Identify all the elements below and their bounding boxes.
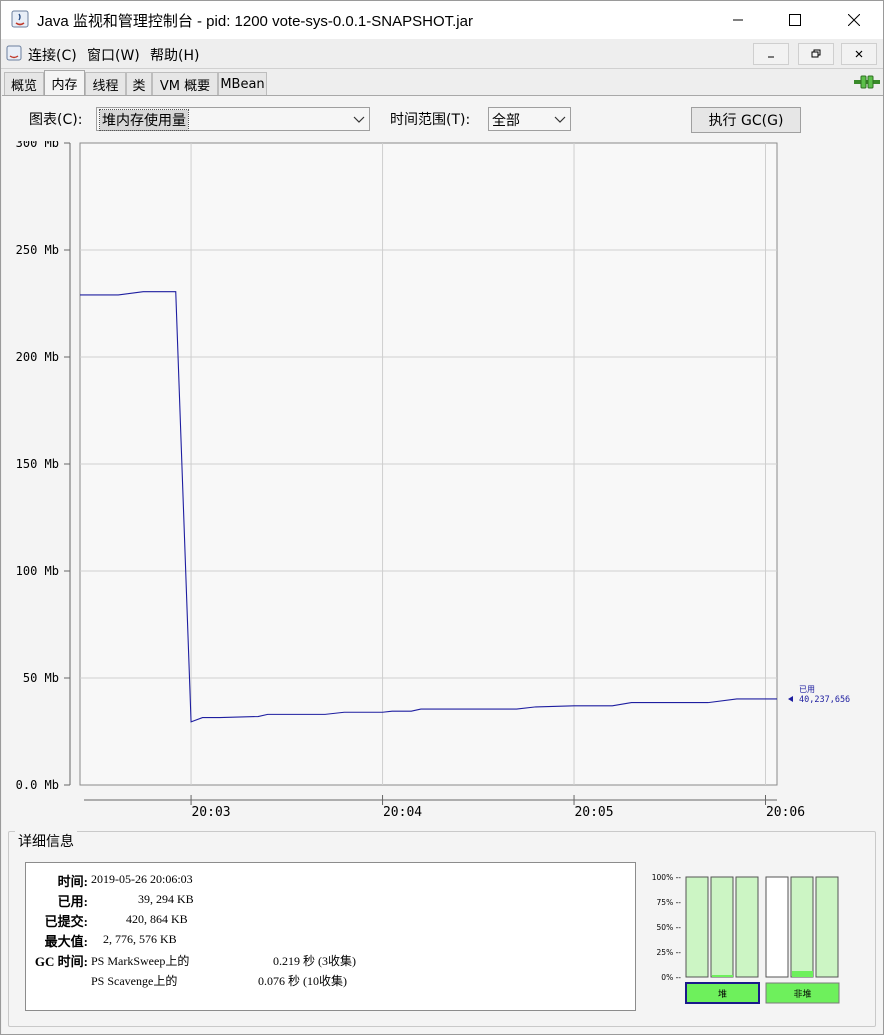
menu-connect[interactable]: 连接(C) — [28, 48, 77, 64]
pool-scale-label: 50% -- — [657, 923, 682, 932]
x-tick-label: 20:06 — [766, 805, 805, 820]
detail-gc-time-label: GC 时间: — [34, 954, 88, 969]
detail-gc-marksweep-name: PS MarkSweep上的 — [91, 954, 190, 968]
y-tick-label: 100 Mb — [16, 564, 59, 578]
perform-gc-button[interactable]: 执行 GC(G) — [691, 107, 801, 133]
detail-max-label: 最大值: — [44, 934, 88, 949]
menu-help[interactable]: 帮助(H) — [150, 48, 200, 64]
detail-gc-marksweep-value: 0.219 秒 (3收集) — [273, 954, 356, 968]
time-range-value: 全部 — [492, 113, 520, 129]
chart-selector-combobox[interactable]: 堆内存使用量 — [96, 107, 370, 131]
series-line-used — [80, 291, 777, 723]
tab-memory[interactable]: 内存 — [44, 70, 85, 95]
y-tick-label: 250 Mb — [16, 243, 59, 257]
minimize-icon — [768, 56, 774, 58]
series-end-value: 40,237,656 — [799, 695, 850, 705]
x-tick-label: 20:05 — [574, 805, 613, 820]
inner-minimize-button[interactable] — [753, 43, 789, 65]
tab-threads[interactable]: 线程 — [85, 72, 126, 95]
connection-status-icon — [854, 75, 880, 89]
tab-mbean[interactable]: MBean — [218, 72, 267, 95]
pool-bar — [685, 876, 709, 978]
minimize-button[interactable] — [715, 1, 761, 39]
tab-vm-summary[interactable]: VM 概要 — [152, 72, 218, 95]
x-tick-label: 20:03 — [191, 805, 230, 820]
title-bar: Java 监视和管理控制台 - pid: 1200 vote-sys-0.0.1… — [1, 1, 883, 39]
pool-scale-label: 100% -- — [652, 873, 682, 882]
pool-scale-label: 25% -- — [657, 948, 682, 957]
pool-scale-label: 0% -- — [661, 973, 681, 982]
y-tick-label: 300 Mb — [16, 141, 59, 150]
java-menu-icon[interactable] — [6, 45, 22, 61]
menu-bar: 连接(C) 窗口(W) 帮助(H) — [1, 39, 883, 69]
pool-group-label: 堆 — [718, 989, 727, 1000]
detail-used-value: 39, 294 KB — [138, 892, 194, 906]
pool-group-label: 非堆 — [793, 988, 811, 1000]
restore-icon — [811, 49, 821, 58]
java-app-icon — [11, 10, 29, 28]
pool-bar-used-fill — [712, 975, 733, 977]
minimize-icon — [733, 19, 743, 21]
pool-bar-used-fill — [792, 971, 813, 977]
pool-bar — [790, 876, 814, 978]
pool-bar — [815, 876, 839, 978]
y-tick-label: 50 Mb — [23, 671, 59, 685]
series-end-marker — [788, 695, 793, 702]
x-tick-label: 20:04 — [383, 805, 422, 820]
inner-restore-button[interactable] — [798, 43, 834, 65]
detail-gc-scavenge-value: 0.076 秒 (10收集) — [258, 974, 347, 988]
chevron-down-icon — [353, 116, 365, 123]
detail-gc-scavenge-name: PS Scavenge上的 — [91, 974, 178, 988]
maximize-button[interactable] — [772, 1, 818, 39]
pool-bar — [735, 876, 759, 978]
detail-committed-label: 已提交: — [44, 914, 88, 929]
tab-overview[interactable]: 概览 — [4, 72, 44, 95]
detail-used-label: 已用: — [57, 894, 88, 909]
tab-bar: 概览 内存 线程 类 VM 概要 MBean — [1, 70, 883, 95]
memory-pool-bars: 100% -- 75% -- 50% -- 25% -- 0% -- 堆 非堆 — [652, 873, 840, 1004]
chevron-down-icon — [554, 116, 566, 123]
inner-close-button[interactable] — [841, 43, 877, 65]
details-box: 时间: 2019-05-26 20:06:03 已用: 39, 294 KB 已… — [25, 862, 636, 1011]
menu-window[interactable]: 窗口(W) — [87, 48, 140, 64]
details-title: 详细信息 — [15, 831, 77, 851]
heap-usage-chart: 0.0 Mb 50 Mb 100 Mb 150 Mb 200 Mb 250 Mb 300 M… — [16, 141, 851, 820]
details-frame — [8, 831, 876, 1027]
chart-selector-label: 图表(C): — [29, 112, 83, 128]
close-button[interactable] — [831, 1, 877, 39]
detail-committed-value: 420, 864 KB — [126, 912, 188, 926]
chart-selector-value: 堆内存使用量 — [99, 109, 189, 131]
close-icon — [848, 14, 860, 26]
tab-classes[interactable]: 类 — [126, 72, 152, 95]
pool-group-button — [765, 982, 840, 1004]
series-end-name: 已用 — [799, 685, 815, 694]
y-tick-label: 0.0 Mb — [16, 778, 59, 792]
y-tick-label: 150 Mb — [16, 457, 59, 471]
pool-group-button — [685, 982, 760, 1004]
y-tick-label: 200 Mb — [16, 350, 59, 364]
maximize-icon — [789, 14, 801, 26]
time-range-combobox[interactable]: 全部 — [488, 107, 571, 131]
detail-time-label: 时间: — [57, 874, 88, 889]
pool-scale-label: 75% -- — [657, 898, 682, 907]
pool-bar — [765, 876, 789, 978]
time-range-label: 时间范围(T): — [390, 112, 471, 128]
detail-time-value: 2019-05-26 20:06:03 — [91, 872, 193, 886]
window-title: Java 监视和管理控制台 - pid: 1200 vote-sys-0.0.1… — [37, 13, 473, 30]
pool-bar — [710, 876, 734, 978]
close-icon — [855, 50, 863, 58]
detail-max-value: 2, 776, 576 KB — [103, 932, 177, 946]
